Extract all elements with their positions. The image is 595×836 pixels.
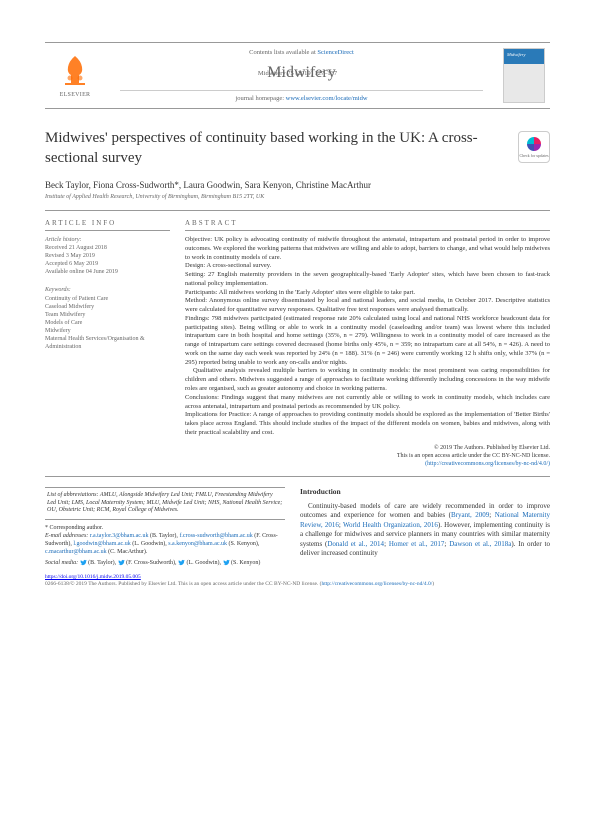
citation-link[interactable]: Bryant, 2009 (451, 511, 489, 519)
abbreviations: List of abbreviations: AMLU, Alongside M… (45, 487, 285, 520)
homepage-line: journal homepage: www.elsevier.com/locat… (120, 90, 483, 102)
introduction-heading: Introduction (300, 487, 550, 497)
twitter-icon (80, 559, 87, 566)
contents-prefix: Contents lists available at (249, 49, 317, 56)
issn-text: 0266-6138/© 2019 The Authors. Published … (45, 581, 322, 587)
article-info-heading: ARTICLE INFO (45, 219, 170, 231)
authors: Beck Taylor, Fiona Cross-Sudworth*, Laur… (45, 180, 550, 190)
keywords-label: Keywords: (45, 286, 170, 294)
social-label: Social media: (45, 560, 80, 566)
keyword: Midwifery (45, 327, 170, 335)
abstract-objective: Objective: UK policy is advocating conti… (185, 236, 550, 262)
keyword: Models of Care (45, 319, 170, 327)
masthead-center: Contents lists available at ScienceDirec… (100, 49, 503, 102)
affiliation: Institute of Applied Health Research, Un… (45, 194, 550, 200)
citation-link[interactable]: Homer et al., 2017 (389, 540, 445, 548)
sciencedirect-link[interactable]: ScienceDirect (317, 49, 353, 56)
revised-date: Revised 3 May 2019 (45, 252, 170, 260)
online-date: Available online 04 June 2019 (45, 268, 170, 276)
journal-cover-thumbnail (503, 48, 545, 103)
abstract-conclusions: Conclusions: Findings suggest that many … (185, 394, 550, 412)
abstract-qualitative: Qualitative analysis revealed multiple b… (185, 367, 550, 393)
close-paren: ) (432, 581, 434, 587)
social-line: Social media: (B. Taylor), (F. Cross-Sud… (45, 559, 285, 568)
homepage-prefix: journal homepage: (235, 95, 285, 102)
bottom-two-col: List of abbreviations: AMLU, Alongside M… (45, 487, 550, 568)
copyright-block: © 2019 The Authors. Published by Elsevie… (185, 444, 550, 468)
info-abstract-row: ARTICLE INFO Article history: Received 2… (45, 219, 550, 468)
divider (45, 476, 550, 477)
copyright-line-2: This is an open access article under the… (185, 452, 550, 460)
article-info-column: ARTICLE INFO Article history: Received 2… (45, 219, 170, 468)
corresponding-author: * Corresponding author. (45, 525, 285, 533)
footer-license-line: 0266-6138/© 2019 The Authors. Published … (45, 581, 550, 587)
introduction-column: Introduction Continuity-based models of … (300, 487, 550, 568)
accepted-date: Accepted 6 May 2019 (45, 260, 170, 268)
license-link[interactable]: (http://creativecommons.org/licenses/by-… (425, 461, 550, 467)
email-link[interactable]: l.goodwin@bham.ac.uk (73, 541, 130, 547)
article-title: Midwives' perspectives of continuity bas… (45, 129, 550, 168)
abstract-column: ABSTRACT Objective: UK policy is advocat… (185, 219, 550, 468)
twitter-icon (178, 559, 185, 566)
abstract-implications: Implications for Practice: A range of ap… (185, 411, 550, 437)
footnotes-column: List of abbreviations: AMLU, Alongside M… (45, 487, 285, 568)
abstract-body: Objective: UK policy is advocating conti… (185, 236, 550, 468)
twitter-icon (223, 559, 230, 566)
email-link[interactable]: s.a.kenyon@bham.ac.uk (168, 541, 227, 547)
footer-license-link[interactable]: http://creativecommons.org/licenses/by-n… (322, 581, 433, 587)
copyright-line-1: © 2019 The Authors. Published by Elsevie… (185, 444, 550, 452)
journal-name: Midwifery (100, 64, 503, 82)
keyword: Team Midwifery (45, 311, 170, 319)
contents-line: Contents lists available at ScienceDirec… (100, 49, 503, 56)
email-link[interactable]: r.a.taylor.3@bham.ac.uk (90, 533, 149, 539)
emails-line: E-mail addresses: r.a.taylor.3@bham.ac.u… (45, 533, 285, 556)
elsevier-label: ELSEVIER (60, 92, 91, 98)
crossmark-icon (527, 137, 541, 151)
divider (45, 210, 550, 211)
doi-link[interactable]: https://doi.org/10.1016/j.midw.2019.05.0… (45, 574, 141, 580)
check-updates-label: Check for updates (519, 153, 548, 158)
abstract-heading: ABSTRACT (185, 219, 550, 231)
check-updates-badge[interactable]: Check for updates (518, 131, 550, 163)
email-link[interactable]: f.cross-sudworth@bham.ac.uk (179, 533, 252, 539)
abstract-participants: Participants: All midwives working in th… (185, 289, 550, 298)
keyword: Caseload Midwifery (45, 303, 170, 311)
abstract-findings: Findings: 798 midwives participated (est… (185, 315, 550, 368)
received-date: Received 21 August 2018 (45, 244, 170, 252)
masthead: ELSEVIER Contents lists available at Sci… (45, 42, 550, 109)
email-label: E-mail addresses: (45, 533, 90, 539)
abstract-setting: Setting: 27 English maternity providers … (185, 271, 550, 289)
doi-line: https://doi.org/10.1016/j.midw.2019.05.0… (45, 574, 550, 580)
title-block: Midwives' perspectives of continuity bas… (45, 129, 550, 168)
introduction-para: Continuity-based models of care are wide… (300, 502, 550, 559)
citation-link[interactable]: Donald et al., 2014 (327, 540, 384, 548)
citation-link[interactable]: Dawson et al., 2018a (449, 540, 511, 548)
twitter-icon (118, 559, 125, 566)
keywords-block: Keywords: Continuity of Patient Care Cas… (45, 286, 170, 351)
elsevier-logo: ELSEVIER (50, 48, 100, 103)
history-block: Article history: Received 21 August 2018… (45, 236, 170, 276)
keyword: Continuity of Patient Care (45, 295, 170, 303)
history-label: Article history: (45, 236, 170, 244)
abstract-design: Design: A cross-sectional survey. (185, 262, 550, 271)
homepage-link[interactable]: www.elsevier.com/locate/midw (286, 95, 368, 102)
keyword: Maternal Health Services/Organisation & … (45, 335, 170, 351)
abstract-method: Method: Anonymous online survey dissemin… (185, 297, 550, 315)
citation-link[interactable]: World Health Organization, 2016 (343, 521, 438, 529)
email-link[interactable]: c.macarthur@bham.ac.uk (45, 549, 107, 555)
elsevier-tree-icon (59, 53, 91, 92)
